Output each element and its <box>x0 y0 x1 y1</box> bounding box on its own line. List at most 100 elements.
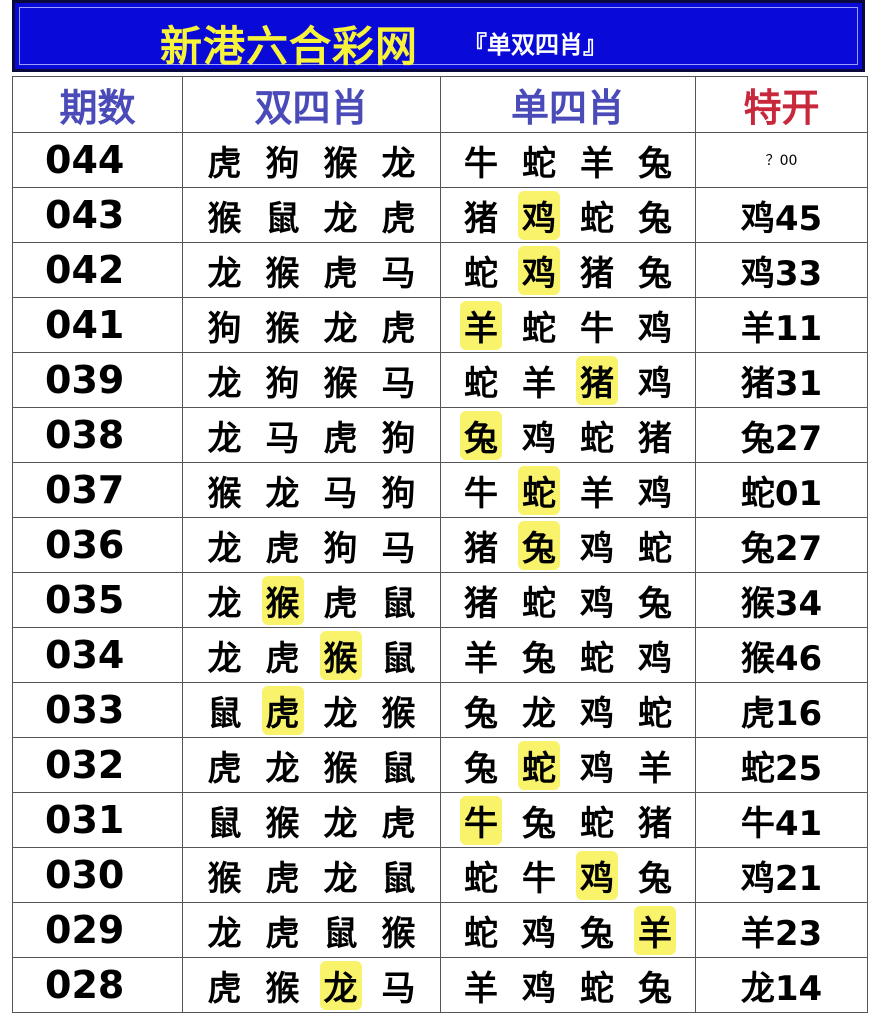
zodiac: 兔 <box>522 638 556 679</box>
single-zodiac-cell: 蛇鸡兔羊 <box>440 902 696 958</box>
special-result-cell: 羊23 <box>695 902 868 958</box>
zodiac: 猴 <box>207 473 242 514</box>
double-zodiac-cell: 狗猴龙虎 <box>182 297 441 353</box>
zodiac-highlighted: 羊 <box>634 905 676 955</box>
zodiac-highlighted: 猴 <box>261 575 304 625</box>
double-zodiac-cell: 龙猴虎马 <box>182 242 441 298</box>
single-zodiac-cell: 猪蛇鸡兔 <box>440 572 696 628</box>
period-cell: 031 <box>12 792 183 848</box>
special-result-cell: 牛41 <box>695 792 868 848</box>
zodiac: 虎 <box>323 418 358 459</box>
special-result-cell: 猴46 <box>695 627 868 683</box>
zodiac: 鼠 <box>265 198 300 239</box>
special-result-cell: 兔27 <box>695 407 868 463</box>
special-result-cell: ？00 <box>695 132 868 188</box>
zodiac: 鸡 <box>522 418 556 459</box>
table-row: 039 龙狗猴马蛇羊猪鸡猪31 <box>12 352 868 408</box>
prediction-table: 期数 双四肖 单四肖 特开 044 虎狗猴龙牛蛇羊兔？00 043 猴鼠龙虎猪鸡蛇兔鸡… <box>12 76 868 1013</box>
single-zodiac-cell: 牛蛇羊兔 <box>440 132 696 188</box>
table-row: 037 猴龙马狗牛蛇羊鸡蛇01 <box>12 462 868 518</box>
single-zodiac-cell: 兔龙鸡蛇 <box>440 682 696 738</box>
single-zodiac-cell: 兔蛇鸡羊 <box>440 737 696 793</box>
zodiac: 猴 <box>265 308 300 349</box>
table-row: 036 龙虎狗马猪兔鸡蛇兔27 <box>12 517 868 573</box>
zodiac: 虎 <box>323 583 358 624</box>
zodiac: 蛇 <box>580 638 614 679</box>
table-row: 030 猴虎龙鼠蛇牛鸡兔鸡21 <box>12 847 868 903</box>
zodiac: 鼠 <box>381 638 416 679</box>
zodiac: 马 <box>381 968 416 1009</box>
zodiac: 狗 <box>381 418 416 459</box>
zodiac: 龙 <box>522 693 556 734</box>
period-cell: 039 <box>12 352 183 408</box>
zodiac: 虎 <box>265 528 300 569</box>
zodiac: 蛇 <box>464 913 498 954</box>
zodiac: 龙 <box>323 858 358 899</box>
special-result-cell: 龙14 <box>695 957 868 1013</box>
table-row: 033 鼠虎龙猴兔龙鸡蛇虎16 <box>12 682 868 738</box>
single-zodiac-cell: 猪兔鸡蛇 <box>440 517 696 573</box>
zodiac-highlighted: 虎 <box>261 685 304 735</box>
zodiac: 龙 <box>207 528 242 569</box>
zodiac: 龙 <box>265 748 300 789</box>
zodiac-highlighted: 鸡 <box>576 850 618 900</box>
zodiac: 蛇 <box>638 528 672 569</box>
zodiac: 狗 <box>207 308 242 349</box>
period-cell: 038 <box>12 407 183 463</box>
zodiac: 羊 <box>464 638 498 679</box>
special-result-cell: 兔27 <box>695 517 868 573</box>
col-period: 期数 <box>12 76 183 133</box>
period-cell: 036 <box>12 517 183 573</box>
single-zodiac-cell: 牛兔蛇猪 <box>440 792 696 848</box>
zodiac: 猴 <box>265 968 300 1009</box>
zodiac-highlighted: 羊 <box>460 300 502 350</box>
period-cell: 029 <box>12 902 183 958</box>
zodiac: 兔 <box>638 968 672 1009</box>
zodiac: 鸡 <box>638 638 672 679</box>
single-zodiac-cell: 羊蛇牛鸡 <box>440 297 696 353</box>
zodiac: 虎 <box>265 858 300 899</box>
zodiac: 蛇 <box>638 693 672 734</box>
period-cell: 033 <box>12 682 183 738</box>
zodiac: 龙 <box>265 473 300 514</box>
zodiac: 虎 <box>207 968 242 1009</box>
zodiac: 龙 <box>207 583 242 624</box>
zodiac: 虎 <box>381 308 416 349</box>
zodiac: 龙 <box>323 803 358 844</box>
zodiac: 猴 <box>381 913 416 954</box>
zodiac: 鼠 <box>381 748 416 789</box>
zodiac: 狗 <box>265 143 300 184</box>
zodiac: 羊 <box>522 363 556 404</box>
site-subtitle: 『单双四肖』 <box>463 31 607 59</box>
zodiac: 龙 <box>381 143 416 184</box>
double-zodiac-cell: 虎龙猴鼠 <box>182 737 441 793</box>
zodiac: 龙 <box>207 418 242 459</box>
special-result-cell: 鸡21 <box>695 847 868 903</box>
double-zodiac-cell: 虎猴龙马 <box>182 957 441 1013</box>
col-special: 特开 <box>695 76 868 133</box>
zodiac: 猴 <box>207 198 242 239</box>
zodiac: 蛇 <box>464 858 498 899</box>
zodiac: 羊 <box>464 968 498 1009</box>
table-row: 044 虎狗猴龙牛蛇羊兔？00 <box>12 132 868 188</box>
zodiac: 蛇 <box>522 143 556 184</box>
table-row: 043 猴鼠龙虎猪鸡蛇兔鸡45 <box>12 187 868 243</box>
zodiac: 虎 <box>265 638 300 679</box>
zodiac: 虎 <box>265 913 300 954</box>
zodiac: 牛 <box>522 858 556 899</box>
zodiac: 虎 <box>207 143 242 184</box>
double-zodiac-cell: 鼠猴龙虎 <box>182 792 441 848</box>
special-result-cell: 鸡33 <box>695 242 868 298</box>
zodiac: 蛇 <box>580 198 614 239</box>
zodiac: 蛇 <box>580 968 614 1009</box>
zodiac: 狗 <box>265 363 300 404</box>
zodiac: 鼠 <box>381 583 416 624</box>
zodiac: 牛 <box>464 473 498 514</box>
zodiac: 鼠 <box>323 913 358 954</box>
special-result-cell: 猪31 <box>695 352 868 408</box>
zodiac: 龙 <box>323 198 358 239</box>
special-result-cell: 羊11 <box>695 297 868 353</box>
period-cell: 028 <box>12 957 183 1013</box>
zodiac: 蛇 <box>522 308 556 349</box>
period-cell: 043 <box>12 187 183 243</box>
